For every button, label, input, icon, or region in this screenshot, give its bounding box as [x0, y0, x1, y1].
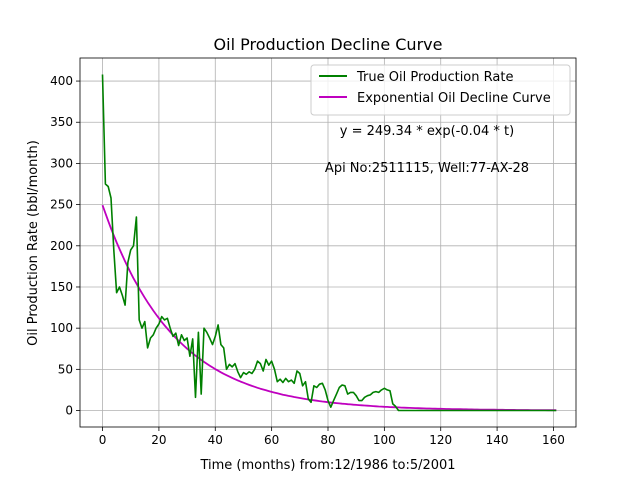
- legend-frame: [310, 64, 571, 116]
- x-axis-label: Time (months) from:12/1986 to:5/2001: [199, 458, 455, 473]
- x-tick-label: 100: [373, 433, 396, 447]
- y-tick-label: 150: [50, 280, 73, 294]
- y-tick-label: 50: [58, 362, 73, 376]
- chart-title: Oil Production Decline Curve: [214, 35, 443, 54]
- y-tick-label: 200: [50, 239, 73, 253]
- legend-label-true-rate: True Oil Production Rate: [356, 70, 513, 85]
- legend: True Oil Production Rate Exponential Oil…: [310, 64, 571, 116]
- equation-annotation: y = 249.34 * exp(-0.04 * t): [340, 124, 514, 139]
- x-tick-label: 20: [151, 433, 166, 447]
- y-tick-label: 350: [50, 115, 73, 129]
- x-tick-label: 0: [99, 433, 107, 447]
- y-tick-label: 300: [50, 156, 73, 170]
- legend-label-decline-curve: Exponential Oil Decline Curve: [357, 91, 551, 106]
- axis-ticks: 0 20 40 60 80 100 120 140 160 0 50 100 150 200 250 300 3…: [50, 74, 565, 447]
- y-axis-label: Oil Production Rate (bbl/month): [26, 140, 41, 346]
- series-line-true-rate: [101, 74, 557, 412]
- x-tick-label: 140: [486, 433, 509, 447]
- y-tick-label: 400: [50, 74, 73, 88]
- plot-series: [101, 74, 557, 412]
- well-annotation: Api No:2511115, Well:77-AX-28: [325, 161, 529, 176]
- x-tick-label: 40: [208, 433, 223, 447]
- x-tick-label: 160: [542, 433, 565, 447]
- y-tick-label: 250: [50, 198, 73, 212]
- y-tick-label: 0: [65, 404, 73, 418]
- y-tick-label: 100: [50, 321, 73, 335]
- x-tick-label: 120: [429, 433, 452, 447]
- x-tick-label: 80: [320, 433, 335, 447]
- x-tick-label: 60: [264, 433, 279, 447]
